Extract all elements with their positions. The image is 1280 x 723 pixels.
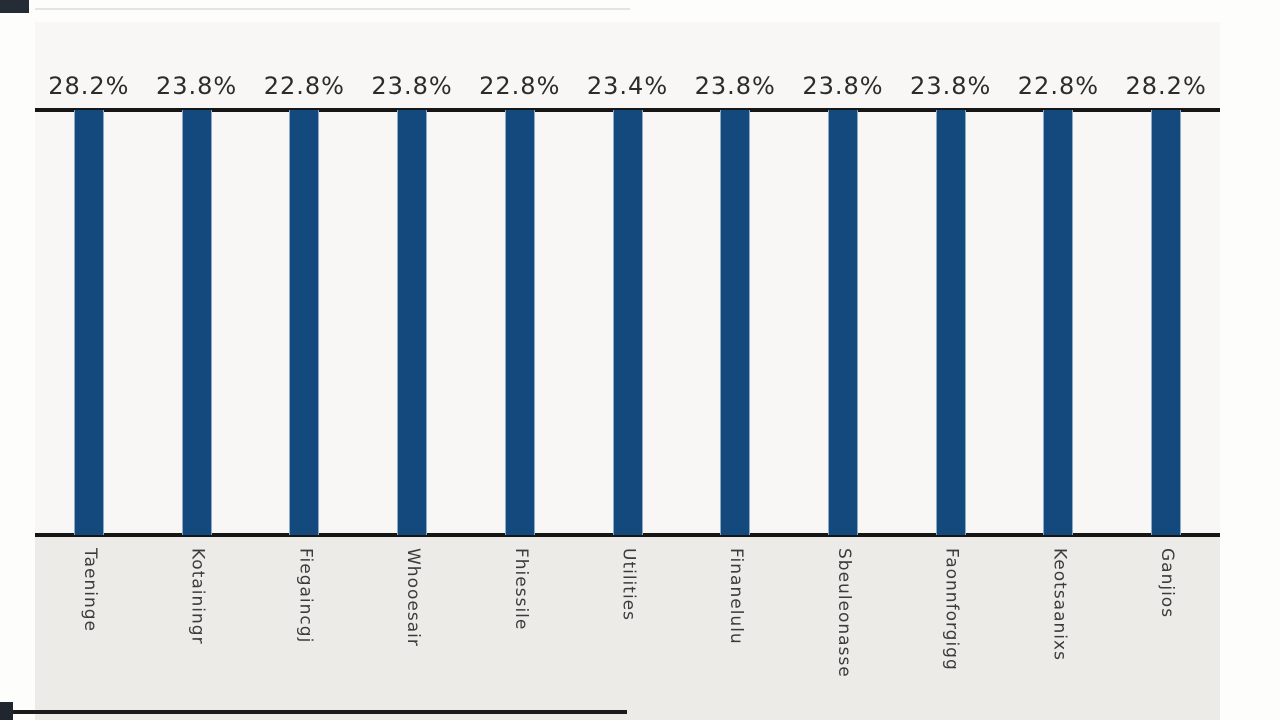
bar <box>73 110 104 535</box>
bar <box>1043 110 1074 535</box>
bar-value-label: 23.8% <box>910 72 992 100</box>
bar-value-label: 23.8% <box>371 72 453 100</box>
bar-value-label: 23.8% <box>694 72 776 100</box>
bar <box>1151 110 1182 535</box>
bar-value-label: 22.8% <box>1017 72 1100 100</box>
bar <box>827 110 858 535</box>
x-axis-category-label: Faonnforgigg <box>941 548 962 671</box>
top-left-corner-mark <box>0 0 29 13</box>
x-axis-category-label: Sbeuleonasse <box>833 548 854 678</box>
x-axis-category-label: Kotainingr <box>187 548 208 645</box>
x-axis-category-label: Ganjios <box>1157 548 1178 619</box>
bar <box>612 110 643 535</box>
bar-value-label: 28.2% <box>48 72 130 100</box>
x-axis-category-label: Utilities <box>618 548 639 621</box>
bottom-left-corner-mark <box>0 702 13 720</box>
x-label-band <box>35 537 1220 720</box>
bar <box>720 110 751 535</box>
bar <box>397 110 428 535</box>
bar-value-label: 23.8% <box>155 72 238 100</box>
x-axis-category-label: Keotsaanixs <box>1049 548 1070 661</box>
x-axis-category-label: Whooesair <box>403 548 424 647</box>
bottom-edge-rule <box>0 710 627 714</box>
bar-value-label: 23.8% <box>802 72 884 100</box>
bar-value-label: 28.2% <box>1125 72 1207 100</box>
x-axis-category-label: Fhiessile <box>510 548 531 631</box>
x-axis-category-label: Fiegaincgj <box>295 548 316 644</box>
x-axis-category-label: Finanelulu <box>726 548 747 645</box>
baseline-axis-rule <box>35 533 1220 537</box>
bar-value-label: 22.8% <box>479 72 561 100</box>
bar <box>504 110 535 535</box>
bar <box>289 110 320 535</box>
bar-value-label: 23.4% <box>586 72 669 100</box>
bar <box>181 110 212 535</box>
x-axis-category-label: Taeninge <box>79 548 100 632</box>
bar-value-label: 22.8% <box>263 72 345 100</box>
top-faint-rule <box>35 8 630 10</box>
bar <box>935 110 966 535</box>
